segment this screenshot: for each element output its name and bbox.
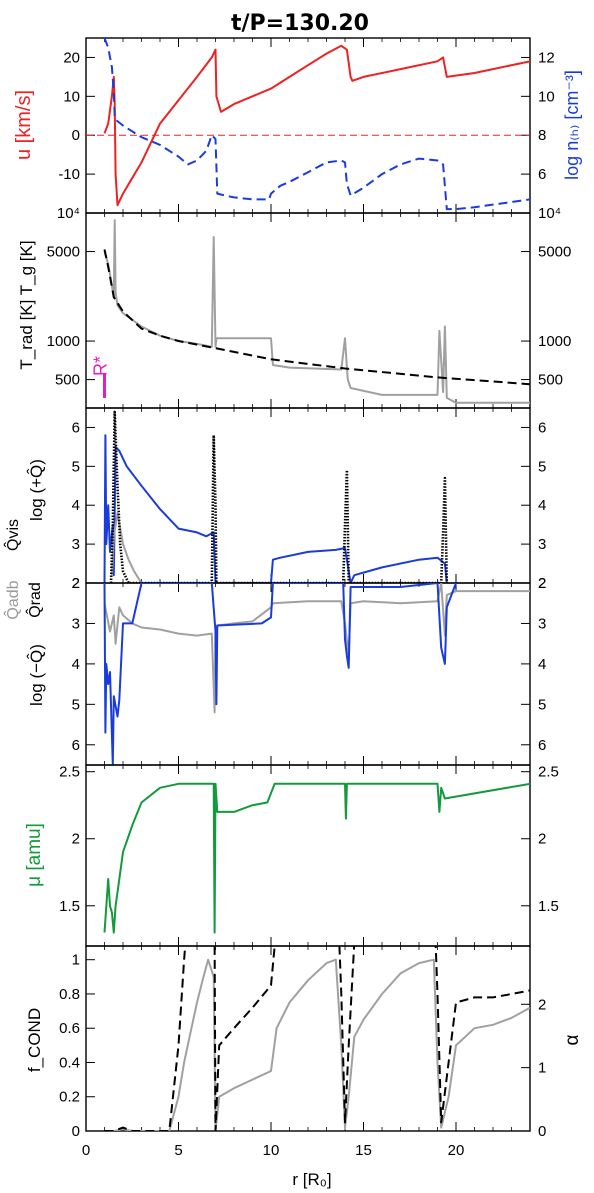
series-line-- (104, 946, 530, 1131)
rstar-label: R* (91, 356, 111, 376)
y-tick-label-right: 5 (538, 458, 546, 475)
y-tick-label-right: 8 (538, 127, 546, 144)
panel-frame-mean_molecular_weight (85, 764, 531, 947)
y-tick-label-right: 4 (538, 497, 546, 514)
y-tick-label: 500 (55, 372, 80, 389)
y-tick-label: 1000 (47, 333, 80, 350)
y-tick-label: 0.2 (59, 1089, 80, 1106)
y-axis-label-u: u [km/s] (13, 90, 35, 160)
y-tick-label-right: 1 (538, 1060, 546, 1077)
y-tick-label: 2 (72, 575, 80, 592)
y-axis-label-temperature: T_rad [K] T_g [K] (17, 240, 36, 369)
y-axis-label-density: log n₍ₕ₎ [cm⁻³] (562, 70, 582, 180)
series-line-log-n (103, 38, 530, 211)
y-tick-label: 0.6 (59, 1020, 80, 1037)
y-tick-label-right: 500 (538, 372, 563, 389)
y-tick-label: 3 (72, 615, 80, 632)
y-tick-label-right: 2 (538, 575, 546, 592)
series-line-q-rad-gray- (103, 583, 530, 714)
x-tick-label: 10 (263, 1142, 280, 1159)
panel-frame-cooling_rate (85, 582, 531, 766)
series-line-- (103, 782, 530, 934)
y-tick-label: 0 (72, 1123, 80, 1140)
y-tick-label: 0.8 (59, 986, 80, 1003)
y-tick-label: 6 (72, 419, 80, 436)
panel-frame-temperature (85, 212, 531, 409)
y-tick-label: 2 (72, 575, 80, 592)
y-tick-label-right: 3 (538, 615, 546, 632)
y-axis-label-alpha: α (562, 1034, 583, 1045)
y-tick-label-right: 2.5 (538, 764, 559, 781)
series-group-cooling_rate (103, 583, 530, 765)
x-tick-label: 15 (355, 1142, 372, 1159)
y-tick-label-right: 10 (538, 88, 555, 105)
y-tick-label: 2 (72, 831, 80, 848)
y-tick-label-right: 1000 (538, 333, 571, 350)
x-tick-label: 20 (448, 1142, 465, 1159)
label-q-vis: Q̂vis (2, 519, 22, 551)
y-tick-label-right: 12 (538, 49, 555, 66)
series-line-q-adb (110, 512, 143, 583)
y-tick-label-right: 6 (538, 737, 546, 754)
label-q-rad: Q̂rad (24, 582, 44, 618)
series-line-q-rad-blue- (103, 583, 457, 765)
series-group-heating_rate (103, 410, 449, 583)
y-tick-label: 1 (72, 952, 80, 969)
y-tick-label: 6 (72, 737, 80, 754)
y-tick-label: 2.5 (59, 764, 80, 781)
y-tick-label: 5 (72, 458, 80, 475)
series-group-condensation (104, 946, 530, 1131)
y-tick-label-right: 6 (538, 166, 546, 183)
series-group-velocity_density (86, 38, 530, 211)
x-tick-label: 5 (174, 1142, 182, 1159)
series-group-temperature (103, 219, 530, 404)
label-q-adb: Q̂adb (2, 580, 22, 619)
series-line-q-vis (103, 434, 448, 583)
y-tick-label: 20 (63, 49, 80, 66)
series-group-mean_molecular_weight (103, 782, 530, 934)
series-line-t-g (103, 219, 530, 404)
y-tick-label: -10 (58, 166, 80, 183)
x-axis-label: r [R₀] (292, 1170, 331, 1189)
y-tick-label-right: 5 (538, 696, 546, 713)
y-tick-label-right: 2 (538, 575, 546, 592)
y-tick-label: 10 (63, 88, 80, 105)
y-tick-label-right: 5000 (538, 244, 571, 261)
y-tick-label-right: 1.5 (538, 898, 559, 915)
series-line-u (103, 44, 530, 207)
y-tick-label-right: 2 (538, 831, 546, 848)
y-tick-label: 4 (72, 656, 80, 673)
y-tick-label-right: 2 (538, 996, 546, 1013)
y-axis-label-heating: log (+Q̂) (26, 459, 46, 521)
y-tick-label-right: 0 (538, 1123, 546, 1140)
y-tick-label: 1.5 (59, 898, 80, 915)
x-tick-label: 0 (82, 1142, 90, 1159)
series-line-f-cond (104, 958, 530, 1131)
y-tick-label-right: 4 (538, 656, 546, 673)
y-tick-label: 0 (72, 127, 80, 144)
y-axis-label-fcond: f_COND (25, 1008, 44, 1072)
y-axis-label-mu: μ [amu] (24, 823, 45, 887)
y-tick-label-right: 10⁴ (538, 205, 561, 222)
figure-title: t/P=130.20 (231, 11, 369, 36)
panel-frame-heating_rate (85, 407, 531, 584)
y-tick-label: 10⁴ (57, 205, 80, 222)
y-tick-label: 5 (72, 696, 80, 713)
y-tick-label-right: 3 (538, 536, 546, 553)
y-tick-label-right: 6 (538, 419, 546, 436)
y-axis-label-cooling: log (−Q̂) (26, 644, 46, 706)
y-tick-label: 5000 (47, 244, 80, 261)
y-tick-label: 4 (72, 497, 80, 514)
y-tick-label: 3 (72, 536, 80, 553)
series-line-t-rad (103, 249, 530, 386)
y-tick-label: 0.4 (59, 1054, 80, 1071)
